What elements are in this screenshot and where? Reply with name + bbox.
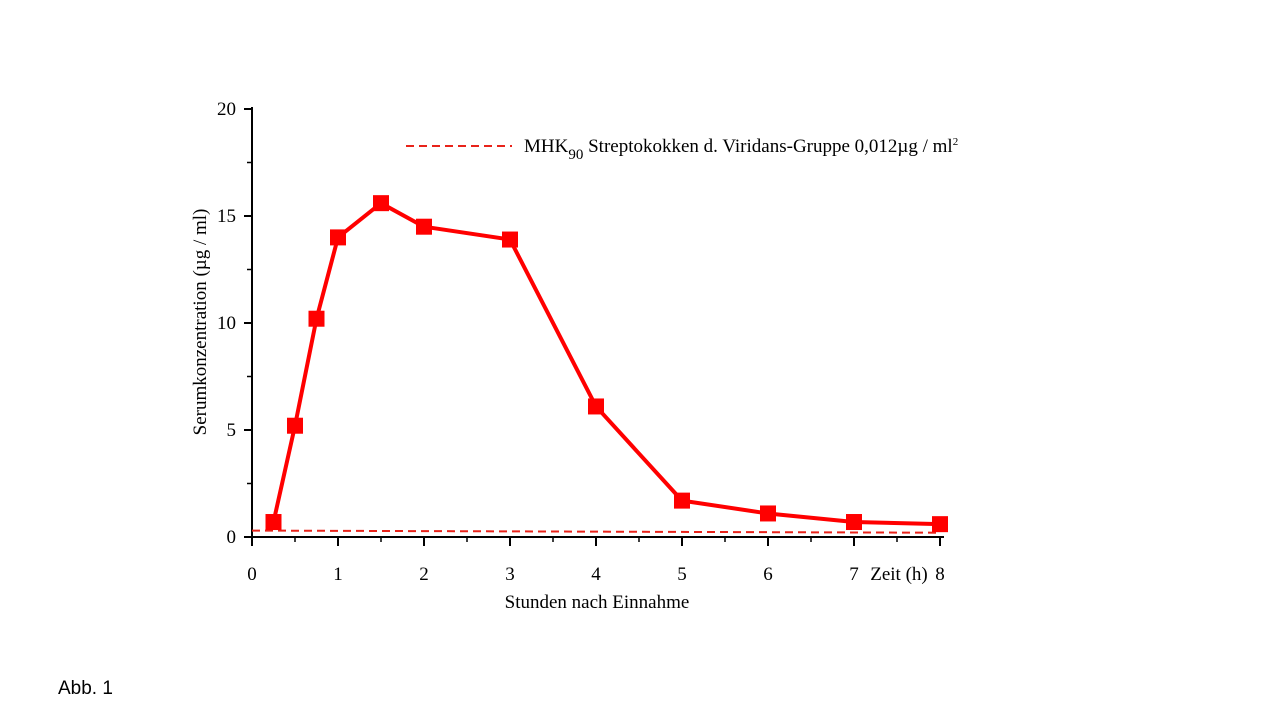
x-tick-label: 4 bbox=[591, 564, 601, 585]
legend-label-sub: 90 bbox=[568, 147, 583, 163]
y-tick-label: 5 bbox=[227, 420, 237, 441]
legend-label-sup: 2 bbox=[953, 136, 959, 148]
x-tick-label: 8 bbox=[935, 564, 945, 585]
x-tick-label: 1 bbox=[333, 564, 343, 585]
figure-caption: Abb. 1 bbox=[58, 678, 113, 699]
x-tick-label: 7 bbox=[849, 564, 859, 585]
y-tick-label: 20 bbox=[217, 99, 236, 120]
data-point bbox=[308, 310, 325, 327]
x-tick-label: 2 bbox=[419, 564, 429, 585]
x-unit-label: Zeit (h) bbox=[870, 564, 928, 585]
reference-line bbox=[251, 529, 941, 534]
y-tick-label: 10 bbox=[217, 313, 236, 334]
legend-label: MHK90 Streptokokken d. Viridans-Gruppe 0… bbox=[524, 136, 958, 163]
data-point bbox=[846, 514, 862, 531]
data-point bbox=[932, 516, 948, 533]
legend-label-rest: Streptokokken d. Viridans-Gruppe 0,012µg… bbox=[583, 136, 952, 157]
y-axis-title: Serumkonzentration (µg / ml) bbox=[190, 209, 211, 436]
x-tick-label: 3 bbox=[505, 564, 515, 585]
data-point bbox=[416, 218, 432, 235]
data-point bbox=[588, 398, 604, 415]
data-point bbox=[330, 229, 346, 246]
data-point bbox=[502, 231, 518, 248]
x-tick-label: 0 bbox=[247, 564, 257, 585]
data-point bbox=[287, 417, 303, 434]
x-axis: 0 1 2 3 4 5 6 7 8 bbox=[247, 536, 945, 585]
y-tick-label: 15 bbox=[217, 206, 236, 227]
data-point bbox=[373, 195, 389, 212]
data-point bbox=[674, 492, 690, 509]
y-tick-label: 0 bbox=[227, 527, 237, 548]
y-axis: 0 5 10 15 20 bbox=[217, 99, 253, 548]
legend: MHK90 Streptokokken d. Viridans-Gruppe 0… bbox=[406, 136, 958, 163]
legend-label-main: MHK bbox=[524, 136, 569, 157]
x-tick-label: 6 bbox=[763, 564, 773, 585]
data-point bbox=[265, 514, 282, 531]
x-axis-title: Stunden nach Einnahme bbox=[505, 592, 690, 613]
series-line bbox=[271, 201, 941, 527]
x-tick-label: 5 bbox=[677, 564, 687, 585]
data-point bbox=[760, 505, 776, 522]
